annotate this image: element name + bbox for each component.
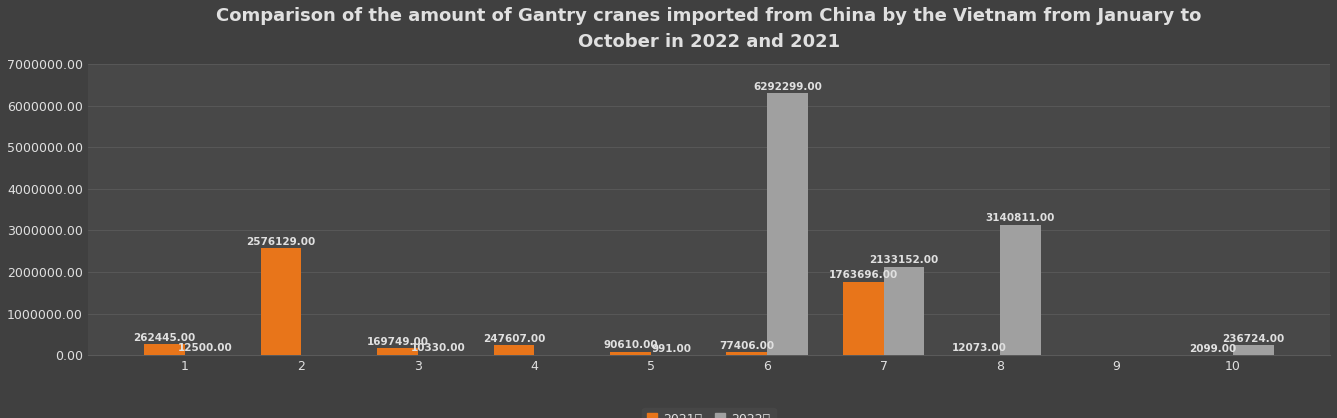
Text: 12500.00: 12500.00 [178,343,233,353]
Bar [1233,345,1274,355]
Text: 1763696.00: 1763696.00 [829,270,898,280]
Text: 247607.00: 247607.00 [483,334,545,344]
Text: 991.00: 991.00 [651,344,691,354]
Bar [377,348,418,355]
Text: 2133152.00: 2133152.00 [869,255,939,265]
Bar [144,344,185,355]
Text: 262445.00: 262445.00 [134,333,195,343]
Text: 77406.00: 77406.00 [719,341,774,351]
Bar [884,267,924,355]
Title: Comparison of the amount of Gantry cranes imported from China by the Vietnam fro: Comparison of the amount of Gantry crane… [217,7,1202,51]
Text: 12073.00: 12073.00 [952,343,1007,353]
Bar [842,282,884,355]
Text: 10330.00: 10330.00 [410,344,465,353]
Bar [767,94,808,355]
Bar [610,352,651,355]
Legend: 2021年, 2022年: 2021年, 2022年 [642,408,775,418]
Text: 90610.00: 90610.00 [603,340,658,350]
Bar [261,248,301,355]
Bar [493,345,535,355]
Text: 3140811.00: 3140811.00 [985,213,1055,223]
Text: 169749.00: 169749.00 [366,337,428,347]
Bar [726,352,767,355]
Text: 2099.00: 2099.00 [1189,344,1237,354]
Text: 6292299.00: 6292299.00 [753,82,822,92]
Bar [1000,224,1040,355]
Text: 2576129.00: 2576129.00 [246,237,316,247]
Text: 236724.00: 236724.00 [1222,334,1285,344]
